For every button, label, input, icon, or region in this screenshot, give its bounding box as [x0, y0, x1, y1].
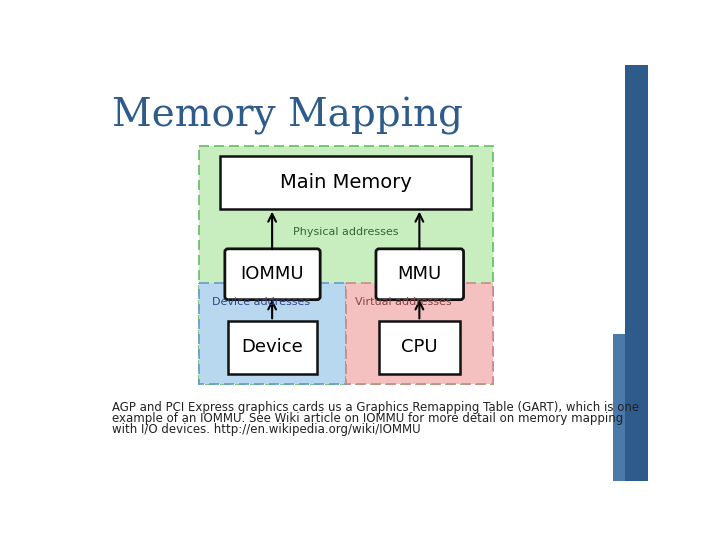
- Text: Main Memory: Main Memory: [280, 173, 412, 192]
- Text: Device: Device: [241, 339, 303, 356]
- FancyBboxPatch shape: [376, 249, 464, 300]
- Text: Device addresses: Device addresses: [212, 296, 310, 307]
- Text: Memory Mapping: Memory Mapping: [112, 97, 463, 135]
- FancyBboxPatch shape: [199, 146, 493, 384]
- FancyBboxPatch shape: [199, 283, 346, 384]
- Text: IOMMU: IOMMU: [240, 265, 304, 284]
- FancyBboxPatch shape: [225, 249, 320, 300]
- FancyBboxPatch shape: [346, 283, 493, 384]
- Text: AGP and PCI Express graphics cards us a Graphics Remapping Table (GART), which i: AGP and PCI Express graphics cards us a …: [112, 401, 639, 414]
- Text: with I/O devices. http://en.wikipedia.org/wiki/IOMMU: with I/O devices. http://en.wikipedia.or…: [112, 423, 420, 436]
- FancyBboxPatch shape: [228, 321, 317, 374]
- Text: MMU: MMU: [397, 265, 441, 284]
- Text: Virtual addresses: Virtual addresses: [355, 296, 451, 307]
- Text: example of an IOMMU. See Wiki article on IOMMU for more detail on memory mapping: example of an IOMMU. See Wiki article on…: [112, 412, 623, 425]
- FancyBboxPatch shape: [220, 157, 472, 209]
- Text: CPU: CPU: [401, 339, 438, 356]
- Bar: [625, 65, 648, 481]
- Text: Physical addresses: Physical addresses: [293, 227, 398, 237]
- FancyBboxPatch shape: [379, 321, 461, 374]
- Bar: [613, 334, 625, 481]
